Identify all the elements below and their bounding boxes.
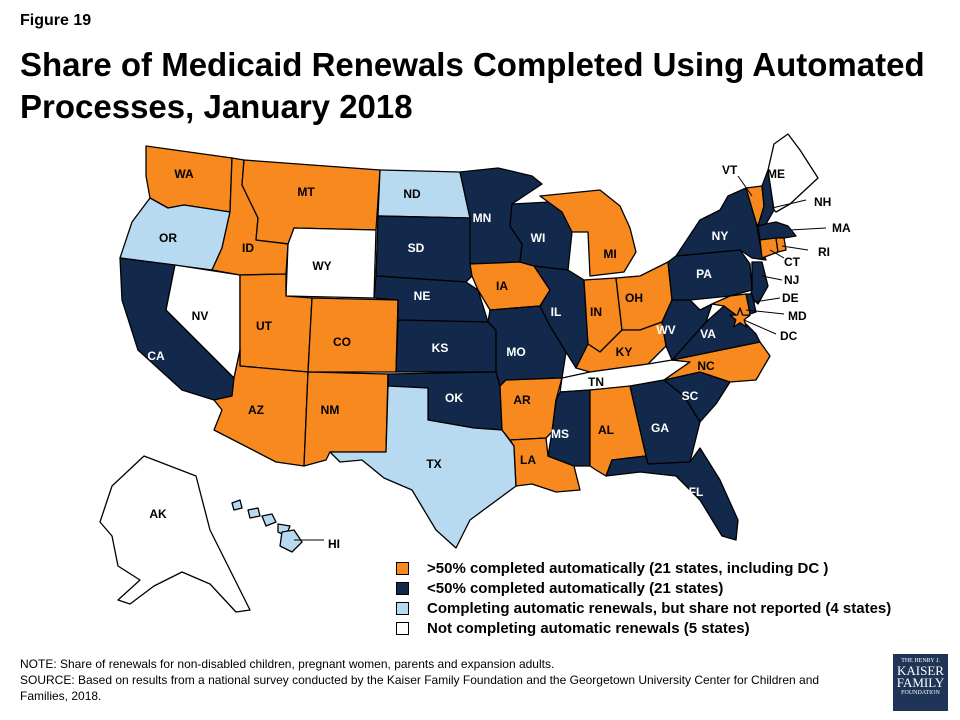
label-LA: LA bbox=[520, 453, 536, 467]
label-OK: OK bbox=[445, 391, 463, 405]
state-FL bbox=[605, 447, 739, 541]
state-CT bbox=[759, 237, 779, 259]
label-KS: KS bbox=[432, 341, 449, 355]
label-OR: OR bbox=[159, 231, 177, 245]
label-CO: CO bbox=[333, 335, 351, 349]
legend-swatch bbox=[396, 581, 409, 595]
legend-item: Completing automatic renewals, but share… bbox=[396, 598, 891, 618]
legend-swatch bbox=[396, 561, 409, 575]
label-VA: VA bbox=[700, 327, 716, 341]
legend-label: Not completing automatic renewals (5 sta… bbox=[427, 619, 750, 637]
label-RI: RI bbox=[818, 245, 830, 259]
legend-item: >50% completed automatically (21 states,… bbox=[396, 558, 891, 578]
label-NE: NE bbox=[414, 289, 431, 303]
label-NJ: NJ bbox=[784, 273, 799, 287]
state-MI bbox=[539, 189, 637, 277]
label-ID: ID bbox=[242, 241, 254, 255]
label-OH: OH bbox=[625, 291, 643, 305]
label-VT: VT bbox=[722, 163, 738, 177]
label-IN: IN bbox=[590, 305, 602, 319]
label-DC: DC bbox=[780, 329, 798, 343]
page-title: Share of Medicaid Renewals Completed Usi… bbox=[20, 46, 925, 125]
legend-label: <50% completed automatically (21 states) bbox=[427, 579, 724, 597]
label-IL: IL bbox=[551, 305, 562, 319]
label-MN: MN bbox=[473, 211, 492, 225]
label-DE: DE bbox=[782, 291, 799, 305]
state-SD bbox=[375, 215, 473, 283]
label-FL: FL bbox=[689, 485, 704, 499]
state-TX bbox=[329, 385, 517, 549]
label-WA: WA bbox=[174, 167, 194, 181]
label-WI: WI bbox=[531, 231, 546, 245]
note-text: NOTE: Share of renewals for non-disabled… bbox=[20, 657, 555, 671]
footnote: NOTE: Share of renewals for non-disabled… bbox=[20, 656, 850, 704]
label-AR: AR bbox=[513, 393, 531, 407]
label-TN: TN bbox=[588, 375, 604, 389]
label-MI: MI bbox=[603, 247, 616, 261]
label-AL: AL bbox=[598, 423, 614, 437]
state-ND bbox=[377, 169, 471, 219]
label-KY: KY bbox=[616, 345, 633, 359]
legend: >50% completed automatically (21 states,… bbox=[396, 558, 891, 638]
state-IL bbox=[533, 265, 589, 369]
label-HI: HI bbox=[328, 537, 340, 551]
label-AZ: AZ bbox=[248, 403, 264, 417]
label-WY: WY bbox=[312, 259, 331, 273]
figure-label: Figure 19 bbox=[20, 12, 92, 29]
state-RI bbox=[775, 237, 787, 253]
label-NY: NY bbox=[712, 229, 729, 243]
label-UT: UT bbox=[256, 319, 273, 333]
state-ME bbox=[767, 133, 819, 213]
label-MA: MA bbox=[832, 221, 851, 235]
state-DC bbox=[729, 307, 751, 328]
label-MO: MO bbox=[506, 345, 525, 359]
label-SC: SC bbox=[682, 389, 699, 403]
label-WV: WV bbox=[656, 323, 675, 337]
label-NM: NM bbox=[321, 403, 340, 417]
label-SD: SD bbox=[408, 241, 425, 255]
label-AK: AK bbox=[149, 507, 167, 521]
state-NJ bbox=[749, 261, 769, 305]
label-NC: NC bbox=[697, 359, 715, 373]
label-ME: ME bbox=[767, 167, 785, 181]
source-text: SOURCE: Based on results from a national… bbox=[20, 673, 820, 703]
legend-swatch bbox=[396, 621, 409, 635]
legend-swatch bbox=[396, 601, 409, 615]
state-NC bbox=[663, 341, 771, 383]
state-HI bbox=[231, 499, 303, 553]
legend-label: >50% completed automatically (21 states,… bbox=[427, 559, 829, 577]
label-PA: PA bbox=[696, 267, 712, 281]
state-MA bbox=[757, 221, 797, 241]
legend-item: <50% completed automatically (21 states) bbox=[396, 578, 891, 598]
label-MS: MS bbox=[551, 427, 569, 441]
label-NV: NV bbox=[192, 309, 209, 323]
legend-item: Not completing automatic renewals (5 sta… bbox=[396, 618, 891, 638]
state-AK bbox=[99, 455, 251, 613]
label-MT: MT bbox=[297, 185, 315, 199]
state-CO bbox=[307, 297, 399, 373]
label-IA: IA bbox=[496, 279, 508, 293]
label-MD: MD bbox=[788, 309, 807, 323]
label-TX: TX bbox=[426, 457, 441, 471]
legend-label: Completing automatic renewals, but share… bbox=[427, 599, 892, 617]
kff-logo: THE HENRY J. KAISER FAMILY FOUNDATION bbox=[893, 654, 948, 711]
label-GA: GA bbox=[651, 421, 669, 435]
label-ND: ND bbox=[403, 187, 421, 201]
label-CT: CT bbox=[784, 255, 801, 269]
label-NH: NH bbox=[814, 195, 831, 209]
label-CA: CA bbox=[147, 349, 165, 363]
state-WY bbox=[285, 227, 377, 299]
state-LA bbox=[509, 437, 581, 493]
